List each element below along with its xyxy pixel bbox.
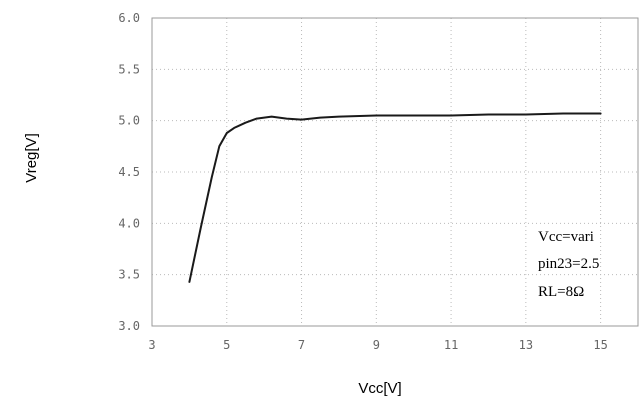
annotation-line: Vcc=vari	[538, 229, 594, 245]
y-tick-label: 3.0	[118, 319, 140, 333]
annotation-line: RL=8Ω	[538, 284, 584, 300]
y-tick-label: 4.5	[118, 165, 140, 179]
x-tick-label: 3	[148, 338, 155, 352]
plot-area	[151, 17, 639, 327]
x-tick-label: 9	[373, 338, 380, 352]
x-tick-label: 7	[298, 338, 305, 352]
y-axis-label: Vreg[V]	[23, 133, 40, 182]
annotation-box: Vcc=vari pin23=2.5 RL=8Ω	[538, 229, 599, 300]
y-tick-label: 5.5	[118, 62, 140, 76]
annotation-line: pin23=2.5	[538, 256, 599, 272]
y-tick-label: 5.0	[118, 114, 140, 128]
x-tick-label: 11	[444, 338, 458, 352]
x-tick-label: 13	[519, 338, 533, 352]
x-axis-label: Vcc[V]	[358, 380, 401, 397]
series-line	[188, 112, 602, 283]
x-tick-label: 15	[593, 338, 607, 352]
y-tick-label: 4.0	[118, 216, 140, 230]
grid	[152, 18, 638, 326]
y-tick-label: 3.5	[118, 268, 140, 282]
x-tick-label: 5	[223, 338, 230, 352]
y-tick-label: 6.0	[118, 11, 140, 25]
series-layer	[188, 112, 602, 283]
axis-ticks: 3.0 3.5 4.0 4.5 5.0 5.5 6.0 3 5 7 9 11 13 15	[118, 11, 608, 352]
